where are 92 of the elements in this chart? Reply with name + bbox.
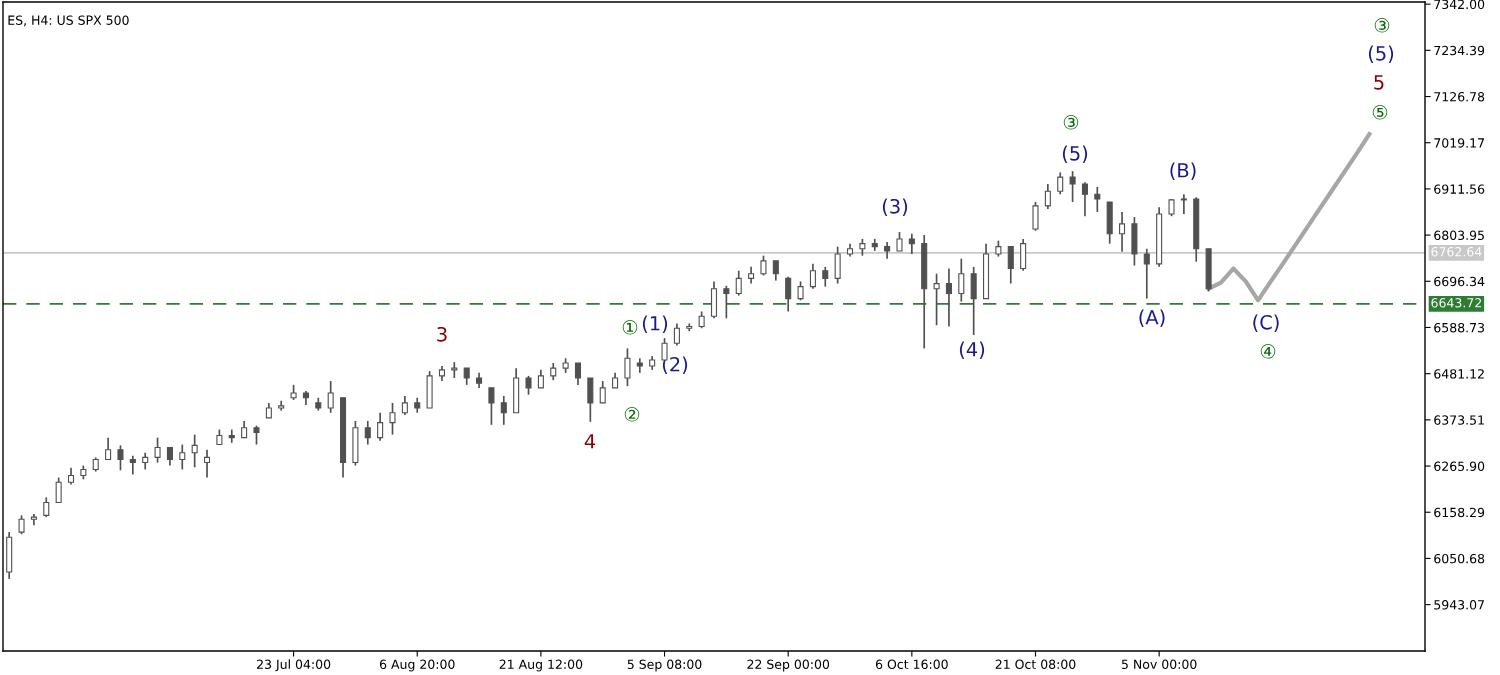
candlestick (1069, 170, 1076, 203)
y-tick-label: 5943.07 (1434, 600, 1484, 610)
candlestick (389, 402, 396, 436)
candlestick (191, 433, 198, 469)
x-tick-label: 21 Aug 12:00 (499, 659, 583, 672)
candlestick (1057, 171, 1064, 196)
candlestick (673, 322, 680, 347)
x-tick-label: 5 Nov 00:00 (1121, 659, 1197, 670)
candlestick (377, 411, 384, 442)
annotation: (C) (1253, 314, 1279, 332)
y-tick-label: 6588.73 (1434, 322, 1485, 333)
candlestick (723, 284, 730, 320)
candlestick (154, 436, 161, 464)
candlestick (105, 436, 112, 461)
annotation: 5 (1374, 75, 1384, 90)
candlestick (1044, 183, 1051, 210)
annotation: (5) (1368, 45, 1394, 63)
candlestick (451, 361, 458, 379)
candlestick (1143, 247, 1150, 300)
y-tick-label: 7342.00 (1434, 0, 1485, 10)
candlestick (772, 259, 779, 282)
candlestick (908, 232, 915, 255)
candlestick (401, 395, 408, 416)
candlestick (327, 380, 334, 414)
x-tick-label: 6 Aug 20:00 (379, 659, 455, 672)
x-tick-label: 21 Oct 08:00 (995, 659, 1076, 670)
candlestick (364, 420, 371, 446)
candlestick (785, 275, 792, 313)
annotation: (3) (882, 198, 908, 216)
candlestick (129, 454, 136, 476)
annotation: (B) (1170, 162, 1196, 180)
x-tick-label: 5 Sep 08:00 (627, 659, 702, 672)
candlestick (55, 476, 62, 504)
y-tick-label: 7234.39 (1434, 45, 1485, 56)
y-tick-label: 6050.68 (1434, 553, 1485, 564)
candlestick (1032, 201, 1039, 232)
y-tick-label: 6481.12 (1434, 369, 1484, 379)
candlestick (179, 443, 186, 471)
candlestick (735, 269, 742, 297)
x-tick-label: 6 Oct 16:00 (875, 659, 948, 670)
annotation: ④ (1260, 344, 1276, 359)
line-series (1206, 132, 1372, 303)
x-tick-label: 23 Jul 04:00 (257, 659, 331, 672)
annotation: ② (624, 407, 640, 422)
candlestick (599, 380, 606, 404)
ref-line-label: 6643.72 (1431, 298, 1481, 308)
y-tick-label: 6803.95 (1434, 230, 1484, 241)
candlestick (1180, 193, 1187, 215)
candlestick (624, 347, 631, 387)
y-tick-label: 7019.17 (1434, 138, 1484, 148)
candlestick (822, 266, 829, 288)
candlestick (228, 428, 235, 444)
y-tick-label: 6911.56 (1434, 184, 1485, 194)
x-tick-label: 22 Sep 00:00 (747, 659, 830, 672)
annotation: ⑤ (1372, 105, 1388, 120)
candlestick (1119, 211, 1126, 253)
candlestick (760, 254, 767, 277)
candlestick (574, 362, 582, 386)
annotation: (A) (1139, 309, 1165, 327)
annotation: (4) (959, 341, 985, 359)
candlestick (1007, 245, 1014, 285)
y-tick-label: 7126.78 (1434, 92, 1485, 102)
candlestick (43, 496, 50, 518)
candlestick (896, 231, 903, 252)
annotation: ③ (1063, 115, 1079, 130)
candlestick (488, 387, 495, 426)
y-tick-label: 6373.51 (1434, 415, 1484, 425)
y-tick-label: 6265.90 (1434, 461, 1485, 471)
text: ES, H4: US SPX 500 (8, 15, 129, 27)
y-tick-label: 6158.29 (1434, 507, 1485, 518)
candlestick (945, 267, 952, 328)
candlestick (797, 280, 804, 302)
candlestick (809, 262, 816, 290)
annotation: 4 (584, 434, 596, 449)
annotation: 3 (437, 326, 447, 342)
candlestick (1094, 186, 1101, 213)
candlestick (933, 272, 940, 327)
candlestick (537, 369, 544, 389)
candlestick (253, 424, 260, 446)
candlestick (18, 514, 25, 536)
annotation: ① (622, 320, 638, 335)
candlestick (117, 444, 124, 472)
annotation: ③ (1374, 18, 1390, 33)
candlestick (525, 375, 532, 396)
candlestick (958, 257, 965, 303)
y-tick-label: 6696.34 (1434, 276, 1485, 287)
candlestick (500, 395, 507, 426)
candlestick (1081, 181, 1088, 218)
annotation: (1) (642, 315, 668, 333)
annotation: (5) (1062, 145, 1088, 163)
candlestick (203, 448, 211, 479)
candlestick (166, 446, 173, 467)
